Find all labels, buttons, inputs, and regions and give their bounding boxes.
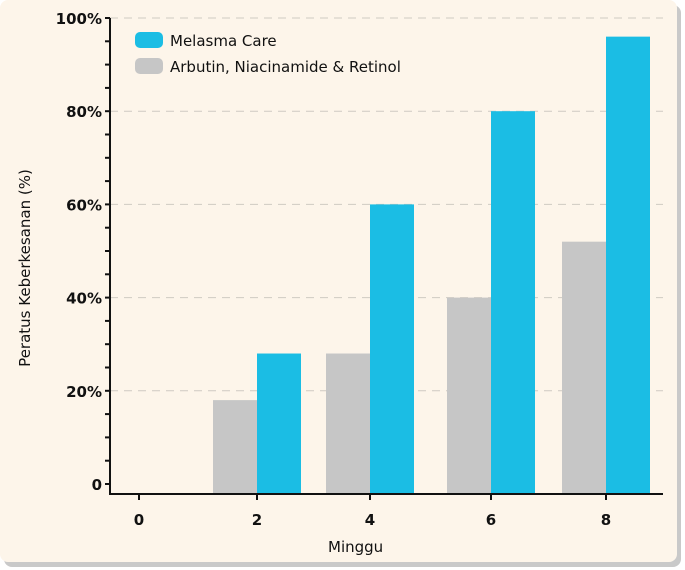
legend: Melasma Care Arbutin, Niacinamide & Reti… <box>135 32 401 76</box>
bar-arbutin <box>326 353 370 494</box>
legend-swatch-arbutin <box>135 58 163 74</box>
x-tick-label: 0 <box>134 511 144 529</box>
legend-label-melasma-care: Melasma Care <box>170 32 277 50</box>
y-axis-label: Peratus Keberkesanan (%) <box>16 169 34 367</box>
y-tick-label: 0 <box>92 476 102 494</box>
bar-arbutin <box>213 400 257 494</box>
bar-melasma-care <box>491 111 535 494</box>
bar-arbutin <box>562 241 606 494</box>
bar-melasma-care <box>257 353 301 494</box>
bar-arbutin <box>447 297 491 494</box>
legend-swatch-melasma-care <box>135 32 163 48</box>
x-tick-label: 6 <box>486 511 496 529</box>
x-tick-label: 2 <box>252 511 262 529</box>
x-axis-label: Minggu <box>328 538 383 556</box>
y-tick-label: 100% <box>56 10 102 28</box>
y-tick-label: 20% <box>66 383 102 401</box>
y-tick-label: 60% <box>66 196 102 214</box>
x-tick-label: 4 <box>365 511 375 529</box>
bar-melasma-care <box>370 204 414 494</box>
y-tick-label: 80% <box>66 103 102 121</box>
x-tick-label: 8 <box>601 511 611 529</box>
y-tick-label: 40% <box>66 290 102 308</box>
legend-label-arbutin: Arbutin, Niacinamide & Retinol <box>170 58 401 76</box>
bar-melasma-care <box>606 36 650 494</box>
